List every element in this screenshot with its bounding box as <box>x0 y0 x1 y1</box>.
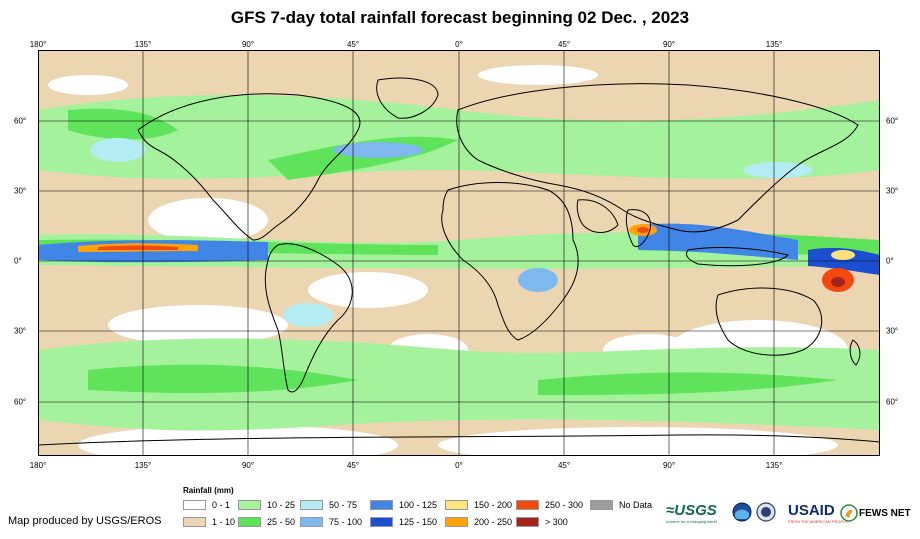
legend-label: 50 - 75 <box>329 499 358 510</box>
lat-tick-right: 0° <box>886 256 894 266</box>
lat-tick-left: 30° <box>14 186 27 196</box>
south-america-outline <box>264 243 353 393</box>
legend-label: 150 - 200 <box>474 499 513 510</box>
legend-swatch <box>370 499 393 510</box>
legend-label: > 300 <box>545 516 568 527</box>
africa-outline <box>441 182 579 341</box>
usgs-tagline: science for a changing world <box>666 519 717 524</box>
usaid-logo: USAID <box>788 502 835 519</box>
rain-50-100 <box>90 138 813 327</box>
legend-item: 10 - 25 <box>238 499 295 510</box>
legend-swatch <box>238 516 261 527</box>
legend-label: 125 - 150 <box>399 516 438 527</box>
greenland-outline <box>376 77 439 119</box>
legend-label: 10 - 25 <box>267 499 296 510</box>
legend-item: 25 - 50 <box>238 516 295 527</box>
legend-item: > 300 <box>516 516 568 527</box>
usgs-logo: ≈USGS <box>666 502 717 519</box>
legend-swatch <box>445 499 468 510</box>
doi-seal-logo <box>756 502 776 522</box>
usaid-seal-icon <box>779 502 787 522</box>
indonesia-outline <box>685 247 789 267</box>
lon-tick-bottom: 90° <box>241 461 255 470</box>
legend-swatch <box>590 499 613 510</box>
legend-item: 0 - 1 <box>183 499 230 510</box>
usaid-tagline: FROM THE AMERICAN PEOPLE <box>788 519 848 524</box>
lon-tick-top: 90° <box>662 40 676 49</box>
legend-swatch <box>516 499 539 510</box>
rainfall-map <box>38 50 880 456</box>
lon-tick-top: 135° <box>765 40 783 49</box>
legend-swatch <box>183 516 206 527</box>
india-outline <box>625 209 652 247</box>
legend-label: 1 - 10 <box>212 516 236 527</box>
producer-credit: Map produced by USGS/EROS <box>8 515 162 527</box>
lat-tick-right: 60° <box>886 397 899 407</box>
legend-item: No Data <box>590 499 652 510</box>
lon-tick-bottom: 45° <box>557 461 571 470</box>
legend-label: 100 - 125 <box>399 499 438 510</box>
lon-tick-top: 180° <box>29 40 47 49</box>
lat-tick-left: 60° <box>14 397 27 407</box>
legend-item: 75 - 100 <box>300 516 362 527</box>
noaa-logo <box>732 502 752 522</box>
lat-tick-right: 30° <box>886 186 899 196</box>
lat-tick-left: 60° <box>14 116 27 126</box>
lon-tick-top: 45° <box>557 40 571 49</box>
lat-tick-left: 0° <box>14 256 22 266</box>
legend-swatch <box>516 516 539 527</box>
land-outlines <box>38 77 880 446</box>
lat-tick-right: 30° <box>886 326 899 336</box>
fews-net-logo: FEWS NET <box>859 508 911 519</box>
legend-item: 250 - 300 <box>516 499 583 510</box>
legend-item: 50 - 75 <box>300 499 357 510</box>
legend-label: 200 - 250 <box>474 516 513 527</box>
legend-swatch <box>300 516 323 527</box>
legend-swatch <box>238 499 261 510</box>
map-title: GFS 7-day total rainfall forecast beginn… <box>230 8 690 27</box>
lon-tick-bottom: 180° <box>29 461 47 470</box>
new-zealand-outline <box>849 339 861 366</box>
lon-tick-top: 135° <box>134 40 152 49</box>
eurasia-outline <box>456 83 859 233</box>
arabia-outline <box>576 199 619 233</box>
lon-tick-bottom: 0° <box>455 461 463 470</box>
australia-outline <box>715 287 823 356</box>
north-america-outline <box>137 93 361 241</box>
lon-tick-bottom: 135° <box>765 461 783 470</box>
legend-title: Rainfall (mm) <box>183 486 234 495</box>
map-frame <box>38 50 880 456</box>
fews-net-globe-icon <box>840 504 858 522</box>
legend-swatch <box>300 499 323 510</box>
lat-tick-right: 60° <box>886 116 899 126</box>
legend-item: 100 - 125 <box>370 499 437 510</box>
rain-heavy <box>78 224 855 292</box>
lon-tick-bottom: 90° <box>662 461 676 470</box>
legend-label: 0 - 1 <box>212 499 231 510</box>
legend-label: No Data <box>619 499 653 510</box>
lon-tick-bottom: 45° <box>346 461 360 470</box>
legend-item: 200 - 250 <box>445 516 512 527</box>
lon-tick-bottom: 135° <box>134 461 152 470</box>
legend-label: 250 - 300 <box>545 499 584 510</box>
legend-item: 125 - 150 <box>370 516 437 527</box>
lon-tick-top: 90° <box>241 40 255 49</box>
graticule <box>38 50 880 456</box>
lon-tick-top: 0° <box>455 40 463 49</box>
legend-swatch <box>183 499 206 510</box>
legend-label: 75 - 100 <box>329 516 363 527</box>
legend-swatch <box>370 516 393 527</box>
legend-item: 150 - 200 <box>445 499 512 510</box>
legend-swatch <box>445 516 468 527</box>
lat-tick-left: 30° <box>14 326 27 336</box>
agency-logos: ≈USGS science for a changing world USAID… <box>664 500 916 526</box>
legend-label: 25 - 50 <box>267 516 296 527</box>
legend-item: 1 - 10 <box>183 516 235 527</box>
lon-tick-top: 45° <box>346 40 360 49</box>
